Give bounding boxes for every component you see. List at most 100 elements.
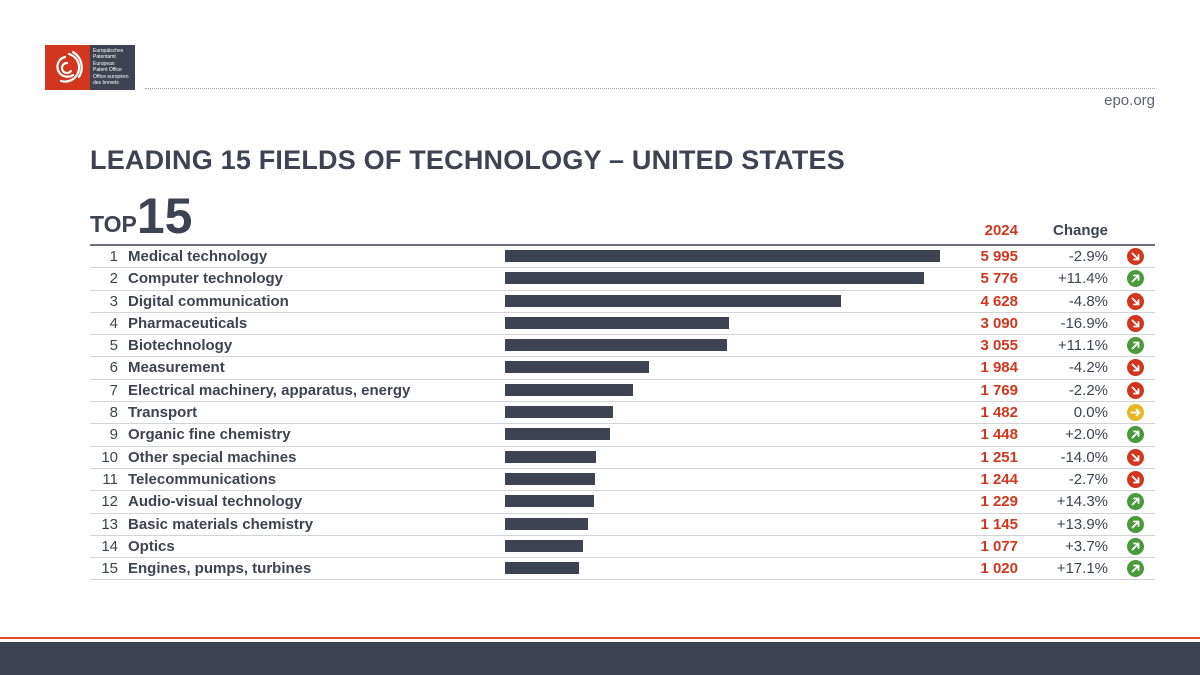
- bar-mark: [505, 316, 730, 329]
- row-value-label: 1 482: [980, 404, 1018, 422]
- row-rank: 4: [109, 314, 118, 332]
- table-row: 9 Organic fine chemistry 1 448 +2.0%: [90, 424, 1155, 447]
- row-change-label: +11.4%: [1057, 270, 1108, 288]
- row-rank: 5: [109, 337, 118, 355]
- row-value-label: 1 769: [980, 381, 1018, 399]
- top-badge-prefix: TOP: [90, 211, 137, 237]
- row-category-label: Telecommunications: [128, 470, 277, 488]
- row-category-label: Other special machines: [128, 448, 297, 466]
- row-value-label: 1 229: [980, 493, 1018, 511]
- footer-bar: [0, 642, 1200, 675]
- up-arrow-icon: [1127, 560, 1144, 578]
- table-row: 10 Other special machines 1 251 -14.0%: [90, 447, 1155, 469]
- row-change-label: -2.7%: [1068, 470, 1108, 488]
- bar-mark: [505, 361, 649, 374]
- down-arrow-icon: [1127, 448, 1144, 466]
- row-category-label: Electrical machinery, apparatus, energy: [128, 381, 411, 399]
- table-row: 7 Electrical machinery, apparatus, energy…: [90, 380, 1155, 403]
- down-arrow-icon: [1127, 248, 1144, 265]
- logo-line: Office européen: [93, 74, 129, 80]
- table-row: 6 Measurement 1 984 -4.2%: [90, 357, 1155, 380]
- row-change-label: -14.0%: [1060, 448, 1108, 466]
- down-arrow-icon: [1127, 359, 1144, 377]
- row-category-label: Engines, pumps, turbines: [128, 560, 312, 578]
- epo-logo-text: Europäisches Patentamt European Patent O…: [90, 45, 135, 90]
- row-category-label: Organic fine chemistry: [128, 426, 291, 444]
- up-arrow-icon: [1127, 337, 1144, 355]
- column-header-change: Change: [1052, 222, 1108, 239]
- row-rank: 9: [109, 426, 118, 444]
- table-row: 1 Medical technology 5 995 -2.9%: [90, 246, 1155, 269]
- up-arrow-icon: [1127, 426, 1144, 444]
- down-arrow-icon: [1127, 292, 1144, 310]
- row-change-label: +14.3%: [1056, 493, 1108, 511]
- up-arrow-icon: [1127, 515, 1144, 533]
- row-change-label: -4.8%: [1068, 292, 1108, 310]
- row-rank: 13: [101, 515, 118, 533]
- up-arrow-icon: [1127, 537, 1144, 555]
- bar-mark: [505, 517, 589, 530]
- table-row: 3 Digital communication 4 628 -4.8%: [90, 291, 1155, 313]
- bar-mark: [505, 428, 611, 441]
- site-link[interactable]: epo.org: [1104, 92, 1155, 109]
- row-category-label: Audio-visual technology: [128, 493, 303, 511]
- down-arrow-icon: [1127, 314, 1144, 332]
- row-value-label: 1 020: [980, 560, 1018, 578]
- bar-mark: [505, 272, 925, 285]
- down-arrow-icon: [1127, 470, 1144, 488]
- table-row: 5 Biotechnology 3 055 +11.1%: [90, 335, 1155, 358]
- table-header-rule: [90, 244, 1155, 246]
- table-row: 13 Basic materials chemistry 1 145 +13.9%: [90, 514, 1155, 536]
- row-value-label: 3 055: [980, 337, 1018, 355]
- row-change-label: -4.2%: [1068, 359, 1108, 377]
- table-row: 12 Audio-visual technology 1 229 +14.3%: [90, 491, 1155, 514]
- row-value-label: 5 995: [980, 248, 1018, 265]
- row-change-label: +13.9%: [1056, 515, 1108, 533]
- table-row: 14 Optics 1 077 +3.7%: [90, 536, 1155, 559]
- row-change-label: 0.0%: [1073, 404, 1108, 422]
- row-value-label: 1 984: [980, 359, 1018, 377]
- table-row: 2 Computer technology 5 776 +11.4%: [90, 268, 1155, 291]
- row-value-label: 1 145: [980, 515, 1018, 533]
- bar-mark: [505, 294, 841, 307]
- bar-mark: [505, 562, 579, 575]
- bar-mark: [505, 495, 595, 508]
- up-arrow-icon: [1127, 493, 1144, 511]
- row-rank: 15: [101, 560, 118, 578]
- row-value-label: 5 776: [980, 270, 1018, 288]
- row-change-label: +11.1%: [1057, 337, 1108, 355]
- row-rank: 11: [102, 470, 118, 488]
- logo-line: European: [93, 61, 115, 67]
- table-row: 4 Pharmaceuticals 3 090 -16.9%: [90, 313, 1155, 336]
- epo-logo: Europäisches Patentamt European Patent O…: [45, 45, 135, 90]
- row-category-label: Computer technology: [128, 270, 284, 288]
- row-category-label: Optics: [128, 537, 175, 555]
- row-category-label: Medical technology: [128, 248, 268, 265]
- row-change-label: -2.9%: [1068, 248, 1108, 265]
- page-title: LEADING 15 FIELDS OF TECHNOLOGY – UNITED…: [90, 145, 845, 175]
- table-row: 11 Telecommunications 1 244 -2.7%: [90, 469, 1155, 492]
- bar-mark: [505, 450, 596, 463]
- row-rank: 8: [109, 404, 118, 422]
- row-rank: 1: [109, 248, 118, 265]
- row-rank: 6: [109, 359, 118, 377]
- bar-mark: [505, 339, 727, 352]
- row-value-label: 1 448: [980, 426, 1018, 444]
- footer-accent-line: [0, 637, 1200, 639]
- ranking-table: 1 Medical technology 5 995 -2.9% 2 Computer t…: [90, 246, 1155, 581]
- logo-line: Europäisches: [93, 48, 124, 54]
- row-category-label: Biotechnology: [128, 337, 233, 355]
- top-badge-number: 15: [136, 188, 193, 244]
- row-rank: 2: [109, 270, 118, 288]
- bar-mark: [505, 383, 634, 396]
- row-change-label: -16.9%: [1060, 314, 1108, 332]
- epo-logo-mark-icon: [45, 45, 90, 90]
- row-change-label: +3.7%: [1065, 537, 1108, 555]
- row-rank: 12: [101, 493, 118, 511]
- row-rank: 3: [109, 292, 118, 310]
- row-category-label: Basic materials chemistry: [128, 515, 314, 533]
- top-15-badge: TOP15: [90, 190, 193, 242]
- bar-mark: [505, 250, 940, 262]
- bar-mark: [505, 539, 584, 552]
- logo-line: Patentamt: [93, 54, 116, 60]
